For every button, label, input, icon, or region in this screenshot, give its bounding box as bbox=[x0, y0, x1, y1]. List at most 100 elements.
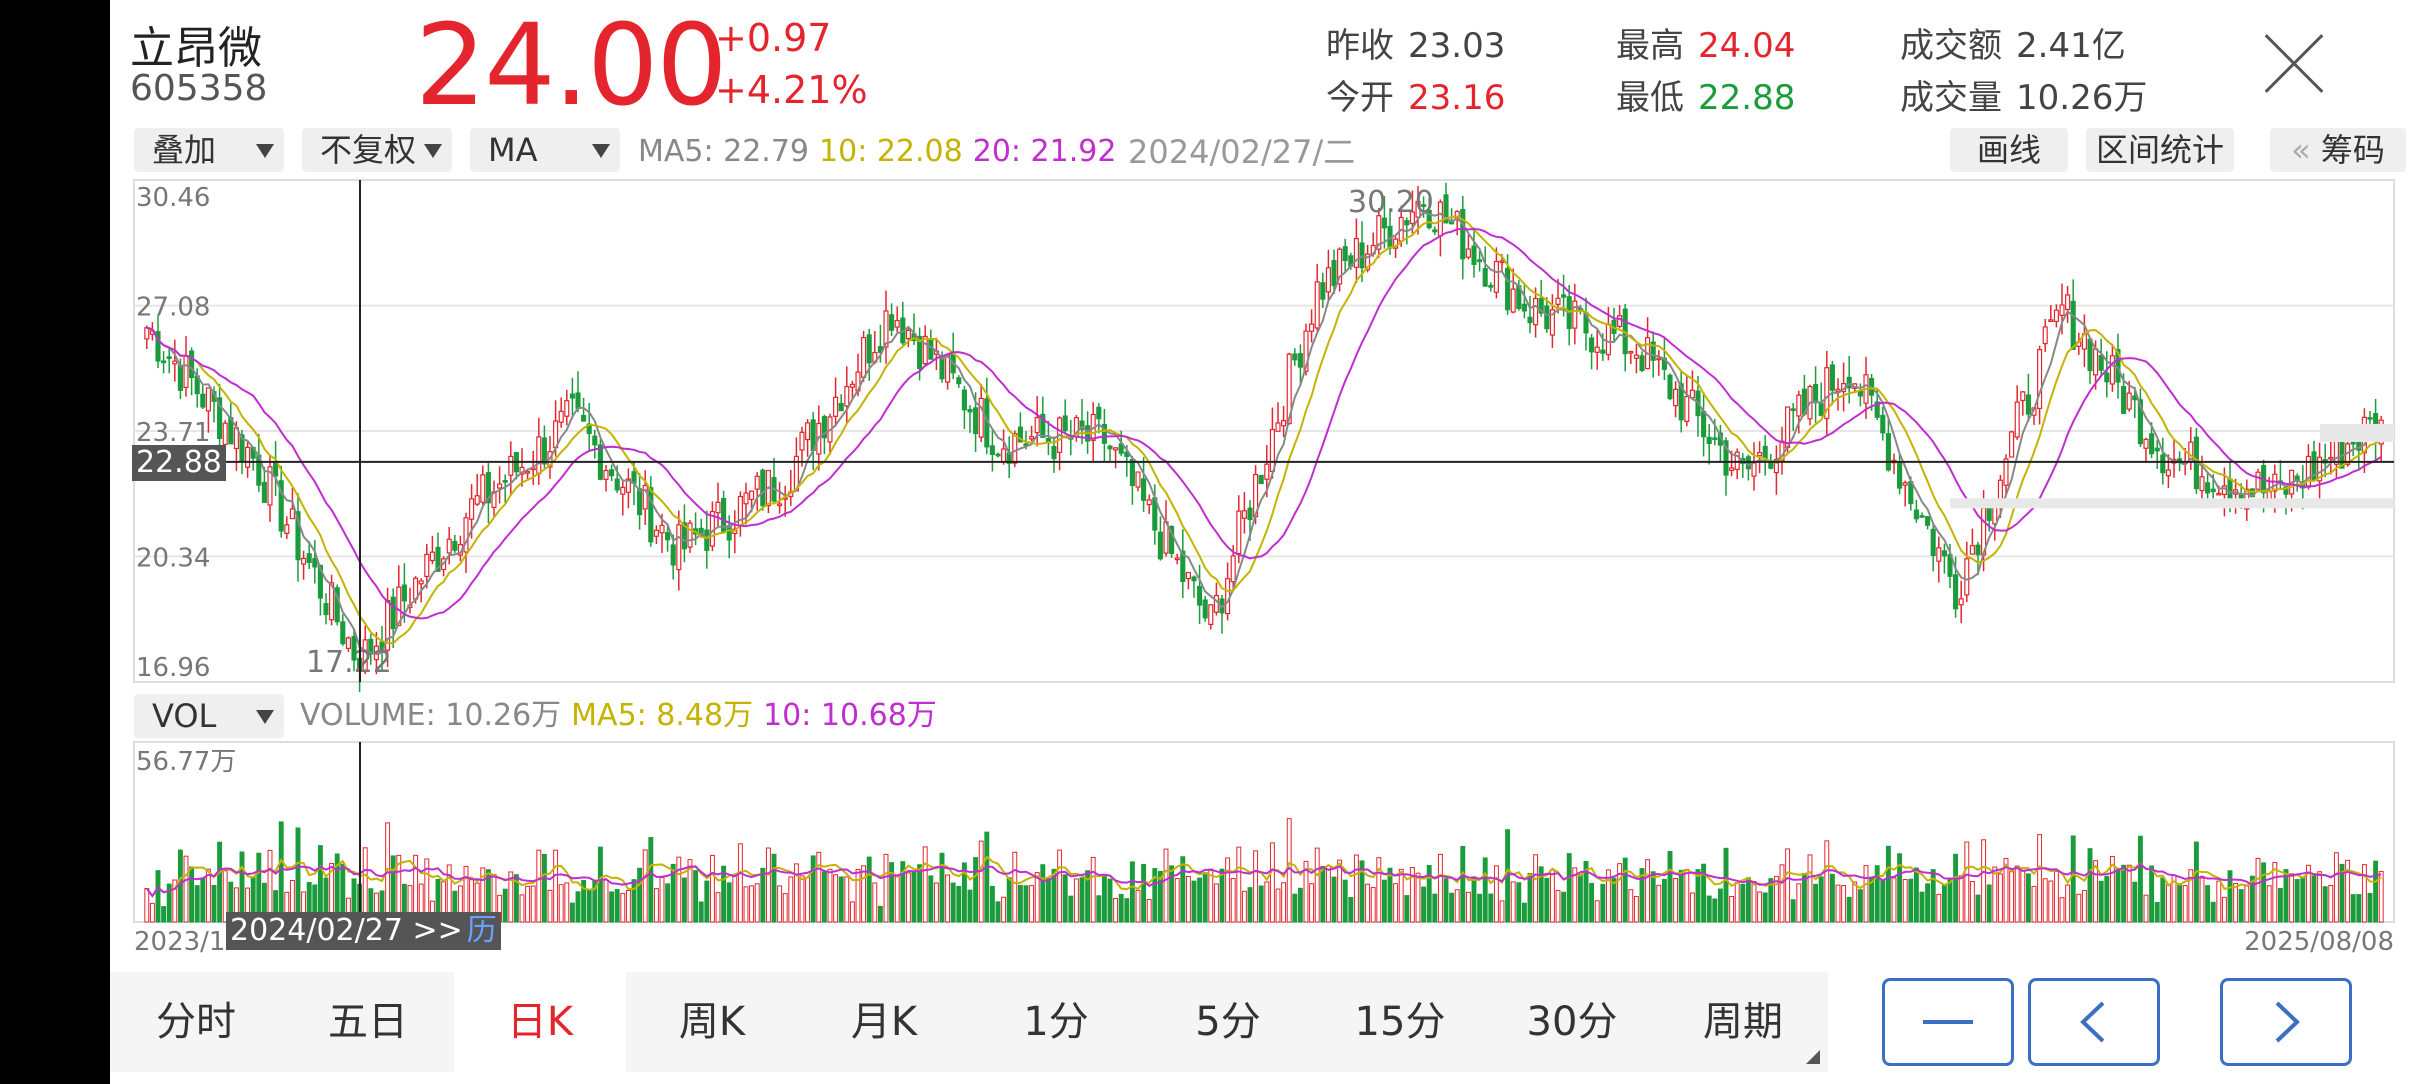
candle-body bbox=[1443, 194, 1449, 224]
volume-bar bbox=[2244, 885, 2250, 923]
volume-bar bbox=[2216, 880, 2222, 923]
volume-bar bbox=[1790, 899, 1796, 923]
volume-bar bbox=[1006, 877, 1012, 923]
volume-indicator-dropdown[interactable]: VOL bbox=[134, 694, 284, 738]
volume-bar bbox=[1062, 874, 1068, 923]
volume-bar bbox=[861, 865, 867, 923]
candle-body bbox=[1359, 242, 1365, 269]
volume-bar bbox=[1689, 892, 1695, 923]
volume-bar bbox=[1079, 877, 1085, 923]
volume-value: 10.26万 bbox=[2016, 78, 2148, 118]
volume-bar bbox=[1365, 883, 1371, 923]
volume-bar bbox=[2165, 884, 2171, 923]
candle-body bbox=[1017, 426, 1023, 443]
volume-bar bbox=[693, 870, 699, 923]
volume-bar bbox=[1180, 856, 1186, 923]
tab-weekly-k[interactable]: 周K bbox=[678, 999, 746, 1045]
indicator-dropdown[interactable]: MA bbox=[470, 128, 620, 172]
volume-bar bbox=[1930, 869, 1936, 923]
volume-bar bbox=[1919, 891, 1925, 923]
candle-body bbox=[2143, 438, 2149, 449]
range-stats-button[interactable]: 区间统计 bbox=[2086, 128, 2234, 172]
volume-bar bbox=[1023, 885, 1029, 923]
volume-bar bbox=[1706, 895, 1712, 923]
volume-bar bbox=[2109, 855, 2115, 923]
volume-bar bbox=[760, 867, 766, 923]
volume-bar bbox=[1673, 878, 1679, 923]
volume-bar bbox=[1051, 868, 1057, 923]
volume-bar bbox=[609, 891, 615, 923]
tab-intraday[interactable]: 分时 bbox=[156, 999, 236, 1045]
volume-label: 成交量 bbox=[1900, 78, 2002, 118]
volume-bar bbox=[1017, 884, 1023, 923]
tab-daily-k[interactable]: 日K bbox=[454, 972, 626, 1072]
volume-bar bbox=[2059, 897, 2065, 923]
volume-bar bbox=[2042, 878, 2048, 923]
volume-bar bbox=[1163, 848, 1169, 923]
candle-body bbox=[1012, 432, 1018, 464]
volume-bar bbox=[849, 901, 855, 923]
candle-body bbox=[1762, 445, 1768, 460]
volume-bar bbox=[704, 880, 710, 923]
candle-body bbox=[1533, 297, 1539, 326]
volume-bar bbox=[844, 876, 850, 923]
draw-line-button[interactable]: 画线 bbox=[1950, 128, 2068, 172]
tab-30min[interactable]: 30分 bbox=[1526, 999, 1618, 1045]
candle-body bbox=[317, 564, 323, 599]
amount-value: 2.41亿 bbox=[2016, 26, 2126, 66]
candle-body bbox=[446, 538, 452, 554]
volume-bar bbox=[1157, 870, 1163, 923]
chips-button[interactable]: « 筹码 bbox=[2270, 128, 2406, 172]
volume-bar bbox=[2373, 860, 2379, 923]
volume-bar bbox=[816, 851, 822, 923]
candle-body bbox=[1331, 259, 1337, 287]
candle-body bbox=[1275, 422, 1281, 432]
candle-body bbox=[424, 553, 430, 578]
volume-bar bbox=[1353, 854, 1359, 923]
volume-bar bbox=[1981, 839, 1987, 923]
volume-bar bbox=[1409, 867, 1415, 923]
tab-monthly-k[interactable]: 月K bbox=[850, 999, 918, 1045]
volume-bar bbox=[827, 868, 833, 923]
volume-bar bbox=[855, 868, 861, 923]
candle-body bbox=[1465, 248, 1471, 258]
volume-bar bbox=[889, 862, 895, 923]
volume-bar bbox=[1801, 872, 1807, 923]
high-annotation: 30.20 bbox=[1348, 185, 1434, 220]
scroll-right-button[interactable] bbox=[2220, 978, 2352, 1066]
tab-1min[interactable]: 1分 bbox=[1023, 999, 1089, 1045]
volume-bar bbox=[1471, 876, 1477, 923]
candle-body bbox=[2109, 355, 2115, 385]
volume-bar bbox=[1213, 883, 1219, 923]
crosshair-date-tag[interactable]: 2024/02/27 >> 历 bbox=[226, 912, 501, 950]
candle-body bbox=[345, 637, 351, 649]
tab-15min[interactable]: 15分 bbox=[1354, 999, 1446, 1045]
volume-bar bbox=[172, 879, 178, 923]
volume-bar bbox=[2356, 894, 2362, 923]
candle-body bbox=[1169, 525, 1175, 554]
tab-5min[interactable]: 5分 bbox=[1195, 999, 1261, 1045]
volume-bar bbox=[2294, 879, 2300, 923]
zoom-out-button[interactable] bbox=[1882, 978, 2014, 1066]
candle-body bbox=[2014, 401, 2020, 438]
volume-bar bbox=[1443, 878, 1449, 923]
overlay-dropdown[interactable]: 叠加 bbox=[134, 128, 284, 172]
volume-bar bbox=[1656, 884, 1662, 923]
adjust-dropdown[interactable]: 不复权 bbox=[302, 128, 452, 172]
scroll-left-button[interactable] bbox=[2028, 978, 2160, 1066]
volume-bar bbox=[1185, 875, 1191, 923]
volume-bar bbox=[536, 849, 542, 923]
volume-bar bbox=[995, 901, 1001, 923]
candle-body bbox=[183, 354, 189, 389]
candle-body bbox=[177, 364, 183, 391]
candle-body bbox=[1225, 578, 1231, 615]
candle-body bbox=[1628, 350, 1634, 354]
candle-body bbox=[799, 431, 805, 451]
history-link[interactable]: 历 bbox=[466, 913, 497, 948]
volume-bar bbox=[513, 874, 519, 923]
tab-five-day[interactable]: 五日 bbox=[328, 999, 408, 1045]
tab-period[interactable]: 周期 bbox=[1658, 972, 1828, 1072]
volume-bar bbox=[1600, 883, 1606, 923]
candle-body bbox=[670, 544, 676, 566]
